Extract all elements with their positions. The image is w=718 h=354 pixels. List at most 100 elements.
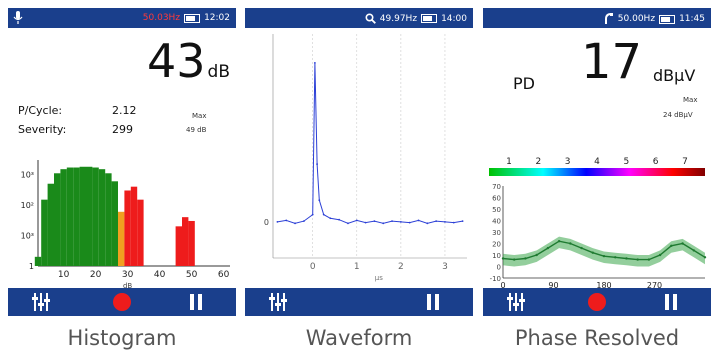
waveform-point [452, 221, 455, 224]
y-tick-label: 20 [492, 241, 501, 249]
reading-unit: dB [207, 62, 230, 82]
x-tick-label: 1 [354, 262, 360, 272]
histogram-bar [182, 217, 189, 266]
histogram-bar [111, 181, 118, 266]
histogram-bar [137, 199, 144, 266]
y-tick-label: 10³ [21, 232, 34, 241]
x-tick-label: 2 [398, 262, 404, 272]
pd-point [591, 251, 594, 254]
sensor-probe-icon [604, 13, 613, 24]
pause-button[interactable] [425, 292, 441, 312]
frequency-readout: 50.00Hz [617, 14, 656, 24]
pd-point [692, 249, 695, 252]
waveform-point [382, 222, 385, 225]
x-tick-label: 270 [647, 281, 662, 288]
frequency-readout: 50.03Hz [142, 13, 181, 23]
x-tick-label: 3 [442, 262, 448, 272]
waveform-point [276, 220, 279, 223]
waveform-point [285, 219, 288, 222]
colorbar [489, 168, 705, 176]
waveform-chart: 0 1 2 3 0 µs [264, 34, 467, 282]
clock: 12:02 [204, 13, 230, 23]
bottom-toolbar [8, 288, 236, 316]
clock: 11:45 [679, 14, 705, 24]
waveform-point [311, 213, 314, 216]
status-bar: 50.00Hz 11:45 [483, 8, 711, 28]
waveform-point [461, 220, 464, 223]
settings-sliders-icon[interactable] [30, 292, 52, 312]
pd-density-band [503, 236, 705, 267]
pd-point [681, 242, 684, 245]
status-bar: 50.03Hz 12:02 [8, 8, 236, 28]
histogram-bar [105, 173, 112, 266]
waveform-point [444, 220, 446, 223]
y-tick-label: 0 [264, 218, 269, 227]
waveform-point [391, 220, 393, 223]
pd-point [557, 240, 561, 243]
pd-point [524, 257, 527, 260]
waveform-point [338, 218, 341, 221]
waveform-point [435, 220, 438, 223]
pd-point [670, 244, 673, 247]
pause-button[interactable] [663, 292, 679, 312]
waveform-point [417, 219, 420, 222]
y-tick-label: 50 [492, 206, 501, 214]
waveform-panel: 49.97Hz 14:00 0 1 2 3 0 µs [245, 8, 473, 316]
y-tick-label: -10 [490, 275, 501, 283]
waveform-point [408, 221, 411, 224]
waveform-point [355, 219, 358, 222]
pd-point [546, 246, 550, 250]
waveform-point [302, 220, 305, 223]
histogram-bar [130, 186, 138, 266]
colorbar-tick-label: 2 [535, 157, 541, 167]
pd-label: PD [513, 74, 535, 93]
x-tick-label: 180 [596, 281, 611, 288]
pd-point [658, 253, 662, 257]
waveform-point [426, 222, 429, 225]
pd-point [501, 257, 505, 260]
record-button[interactable] [587, 292, 607, 312]
histogram-bar [79, 166, 86, 266]
histogram-bar [118, 211, 125, 266]
y-tick-label: 10² [21, 201, 34, 210]
waveform-point [364, 221, 367, 224]
reading-value: 17 [581, 34, 643, 90]
y-tick-label: 10 [492, 252, 501, 260]
settings-sliders-icon[interactable] [267, 292, 289, 312]
y-tick-label: 0 [497, 264, 501, 272]
x-tick-label: 50 [186, 270, 198, 280]
reading-unit: dBµV [653, 66, 696, 85]
y-tick-label: 1 [29, 262, 34, 271]
bottom-toolbar [245, 288, 473, 316]
x-tick-label: 30 [122, 270, 134, 280]
clock: 14:00 [441, 13, 467, 24]
pd-point [569, 242, 572, 245]
colorbar-tick-label: 6 [653, 157, 659, 167]
waveform-point [313, 62, 316, 64]
pd-point [647, 258, 651, 261]
histogram-bar [188, 220, 195, 266]
histogram-bar [73, 167, 80, 266]
y-tick-label: 10³ [21, 171, 34, 180]
waveform-point [294, 222, 296, 225]
histogram-bar [41, 199, 48, 266]
histogram-bar [92, 167, 99, 266]
x-tick-label: 10 [58, 270, 70, 280]
waveform-caption: Waveform [305, 326, 413, 350]
record-button[interactable] [112, 292, 132, 312]
phase-resolved-panel: 50.00Hz 11:45 PD 17 dBµV Max 24 dBµV 1 2 3… [483, 8, 711, 316]
x-axis-label: µs [375, 274, 383, 282]
colorbar-tick-label: 7 [682, 157, 688, 167]
y-tick-label: 60 [492, 195, 501, 203]
battery-icon [184, 13, 201, 23]
x-tick-label: 40 [154, 270, 166, 280]
histogram-bar [98, 169, 106, 266]
pcycle-value: 2.12 [112, 104, 137, 117]
x-tick-label: 0 [310, 262, 316, 272]
max-label: Max [192, 112, 207, 120]
pause-button[interactable] [188, 292, 204, 312]
colorbar-tick-label: 4 [594, 157, 600, 167]
histogram-panel: 50.03Hz 12:02 43 dB P/Cycle: 2.12 Severit… [8, 8, 236, 316]
settings-sliders-icon[interactable] [505, 292, 527, 312]
waveform-point [373, 220, 376, 223]
